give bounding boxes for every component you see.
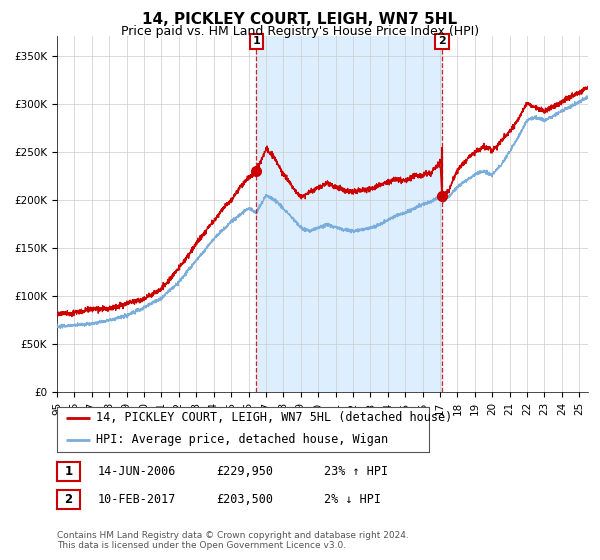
Text: 23% ↑ HPI: 23% ↑ HPI bbox=[324, 465, 388, 478]
Text: Price paid vs. HM Land Registry's House Price Index (HPI): Price paid vs. HM Land Registry's House … bbox=[121, 25, 479, 38]
Bar bbox=[256, 36, 442, 392]
Text: 2% ↓ HPI: 2% ↓ HPI bbox=[324, 493, 381, 506]
Text: Contains HM Land Registry data © Crown copyright and database right 2024.
This d: Contains HM Land Registry data © Crown c… bbox=[57, 531, 409, 550]
Text: 10-FEB-2017: 10-FEB-2017 bbox=[97, 493, 176, 506]
Text: 14, PICKLEY COURT, LEIGH, WN7 5HL: 14, PICKLEY COURT, LEIGH, WN7 5HL bbox=[142, 12, 458, 27]
Text: 1: 1 bbox=[253, 36, 260, 46]
Text: 2: 2 bbox=[64, 493, 73, 506]
Text: 14-JUN-2006: 14-JUN-2006 bbox=[97, 465, 176, 478]
Text: HPI: Average price, detached house, Wigan: HPI: Average price, detached house, Wiga… bbox=[96, 433, 388, 446]
Text: 14, PICKLEY COURT, LEIGH, WN7 5HL (detached house): 14, PICKLEY COURT, LEIGH, WN7 5HL (detac… bbox=[96, 411, 452, 424]
Text: £203,500: £203,500 bbox=[216, 493, 273, 506]
Text: 1: 1 bbox=[64, 465, 73, 478]
Text: 2: 2 bbox=[438, 36, 446, 46]
Text: £229,950: £229,950 bbox=[216, 465, 273, 478]
